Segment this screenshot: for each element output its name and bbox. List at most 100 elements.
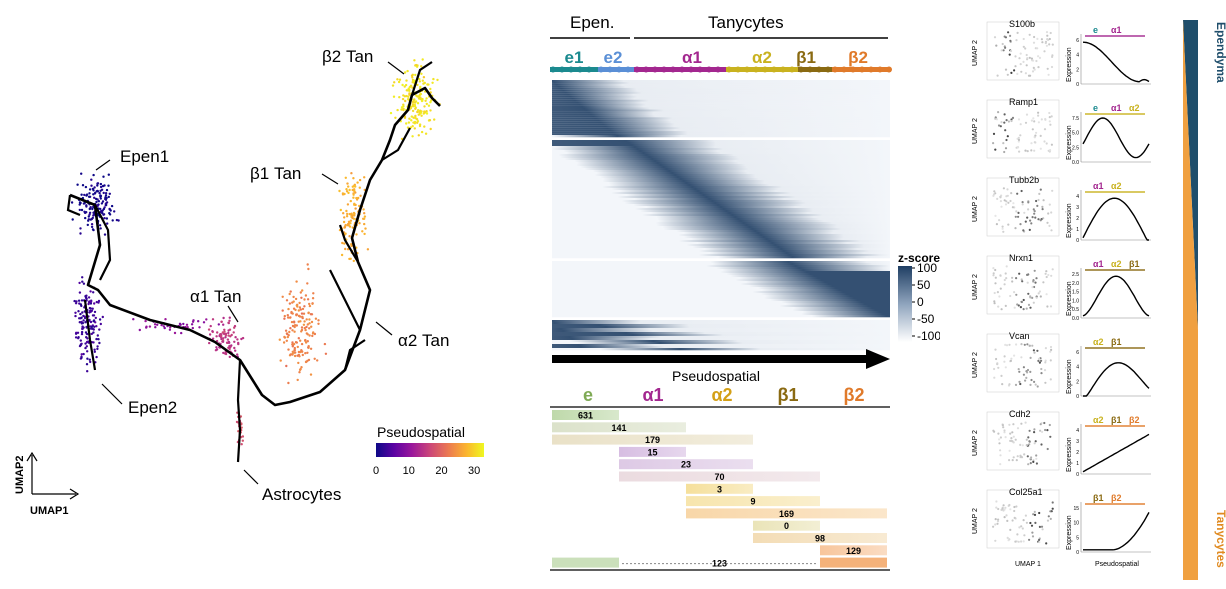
trajectory-branch xyxy=(83,299,97,371)
gene-umap-cell xyxy=(1005,119,1008,122)
heatmap-row xyxy=(552,309,890,312)
gene-umap-cell xyxy=(1050,143,1053,146)
gene-umap-cell xyxy=(1033,431,1036,434)
gene-umap-cell xyxy=(1005,265,1008,268)
gene-umap-cell xyxy=(1007,120,1010,123)
umap-cell xyxy=(96,347,99,351)
gene-umap-cell xyxy=(1004,272,1007,275)
gene-umap-cell xyxy=(1038,361,1041,364)
gene-umap-cell xyxy=(1008,459,1011,462)
umap-cell xyxy=(96,334,100,337)
leader-b1 xyxy=(321,173,339,185)
group-dot xyxy=(661,66,667,73)
geneset-bar xyxy=(552,422,686,433)
heatmap-row xyxy=(552,236,890,239)
umap-cell xyxy=(349,199,352,203)
umap-cell xyxy=(292,342,296,346)
umap-cell xyxy=(309,347,313,350)
umap-cell xyxy=(433,118,436,121)
heatmap-row xyxy=(552,244,890,247)
gene-umap-cell xyxy=(1048,116,1051,119)
group-dot xyxy=(697,66,703,73)
gene-umap-cell xyxy=(1016,303,1019,306)
gene-umap-frame xyxy=(986,411,1060,471)
gene-umap-cell xyxy=(1026,368,1030,372)
gene-umap-cell xyxy=(1027,303,1031,306)
geneset-bar xyxy=(552,434,753,445)
umap-cell xyxy=(296,305,299,308)
umap-cell xyxy=(79,232,82,235)
umap-cell xyxy=(85,345,89,348)
umap-cell xyxy=(348,257,351,261)
umap-cell xyxy=(225,341,229,344)
colorbar-tick: 20 xyxy=(435,465,447,477)
umap-cell xyxy=(347,185,350,188)
gene-umap-cell xyxy=(1009,294,1012,298)
heatmap-row xyxy=(552,150,890,153)
gene-umap-cell xyxy=(999,287,1002,290)
umap-cell xyxy=(99,185,103,189)
umap-cell xyxy=(85,194,88,197)
umap-cell xyxy=(285,339,288,342)
gene-umap-ylabel: UMAP 2 xyxy=(972,430,979,456)
gene-umap-cell xyxy=(1011,276,1014,279)
heatmap-row xyxy=(552,232,890,235)
umap-axes: UMAP2 UMAP1 xyxy=(14,451,80,517)
geneset-bar xyxy=(619,459,753,470)
umap-cell xyxy=(405,79,408,82)
gene-umap-cell xyxy=(1027,292,1030,295)
umap-cell xyxy=(80,353,83,356)
heatmap-row xyxy=(552,220,890,223)
gene-expr-tick: 10 xyxy=(1073,521,1079,527)
gene-umap-cell xyxy=(1040,118,1043,121)
gene-expr-curve xyxy=(1082,117,1150,159)
umap-cell xyxy=(87,219,90,222)
umap-cell xyxy=(304,338,307,342)
umap-cell xyxy=(351,188,354,192)
gene-umap-cell xyxy=(1022,45,1025,48)
gene-expr-tick: 2 xyxy=(1076,379,1079,385)
umap-cell xyxy=(84,342,87,345)
umap-cell xyxy=(416,95,419,98)
gene-umap-cell xyxy=(1030,378,1033,382)
umap-cell xyxy=(404,83,408,87)
heatmap-row xyxy=(552,202,890,205)
umap-cell xyxy=(105,188,109,192)
umap-cell xyxy=(90,332,94,336)
umap-cell xyxy=(311,302,314,305)
gene-umap-cell xyxy=(1006,519,1009,523)
gene-umap-cell xyxy=(1022,373,1025,376)
gene-umap-cell xyxy=(1020,189,1023,193)
heatmap-row xyxy=(552,281,890,284)
gene-umap-cell xyxy=(1031,216,1034,219)
gene-umap-cell xyxy=(1037,55,1040,58)
umap-cell xyxy=(305,318,308,321)
umap-cell xyxy=(363,212,366,215)
group-label-1: e2 xyxy=(604,48,623,67)
gene-umap-cell xyxy=(1024,47,1027,50)
gene-umap-cell xyxy=(1003,113,1006,116)
umap-cell xyxy=(389,111,393,115)
gene-umap-cell xyxy=(1002,230,1005,233)
umap-cell xyxy=(82,352,85,356)
gene-expr-tick: 2.0 xyxy=(1072,281,1079,287)
gene-tag-bar xyxy=(1085,425,1145,427)
gene-umap-cell xyxy=(1044,381,1047,384)
umap-cell xyxy=(297,361,300,365)
heatmap-row xyxy=(552,246,890,249)
side-bars: Ependyma Tanycytes xyxy=(1183,20,1226,580)
gene-umap-cell xyxy=(1019,382,1022,386)
umap-cell xyxy=(347,224,350,227)
gene-umap-cell xyxy=(992,274,995,277)
group-dot xyxy=(850,66,856,73)
umap-cell xyxy=(411,135,414,138)
gene-umap-cell xyxy=(1050,115,1053,118)
gene-tag: α1 xyxy=(1093,259,1104,269)
gene-umap-cell xyxy=(1022,366,1025,369)
gene-umap-cell xyxy=(1048,423,1051,427)
umap-cell xyxy=(352,193,355,196)
gene-umap-cell xyxy=(1025,307,1028,310)
umap-cell xyxy=(412,121,415,124)
umap-cell xyxy=(77,299,81,302)
gene-umap-cell xyxy=(1023,211,1026,214)
